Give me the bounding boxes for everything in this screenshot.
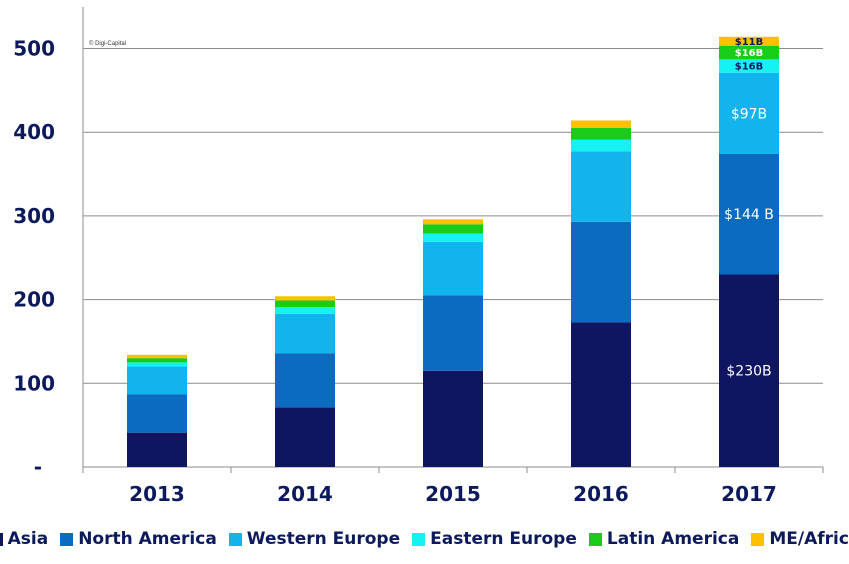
y-tick-label: - [34,455,42,479]
segment-data-label: $97B [731,106,767,122]
legend-item: Asia [0,529,48,549]
legend-swatch [751,532,765,546]
bar-segment [719,36,779,46]
bar-segment [127,432,187,467]
legend-swatch [0,532,3,546]
bar-segment [719,153,779,275]
bar-segment [719,45,779,60]
x-tick-label: 2014 [277,482,333,506]
bar-segment [275,307,335,314]
legend-swatch [588,532,602,546]
bar-segment [571,128,631,140]
bar-segment [275,353,335,408]
bar-segment [571,322,631,467]
legend-item: North America [60,529,217,549]
bar-segment [275,313,335,354]
bar-segment [127,394,187,433]
x-tick-label: 2013 [129,482,185,506]
legend-item: Latin America [588,529,740,549]
legend: Asia North America Western Europe Eastern E… [0,526,849,552]
legend-label: Western Europe [246,529,401,549]
bar-segment [571,120,631,129]
credit-text: © Digi-Capital [89,40,126,47]
legend-swatch [60,532,74,546]
segment-data-label: $11B [735,37,764,48]
bar-segment [127,366,187,395]
bar-segment [423,219,483,225]
bar-segment [423,241,483,296]
y-tick-label: 300 [13,204,55,228]
y-tick-label: 500 [13,37,55,61]
legend-swatch [412,532,426,546]
bar-segment [275,296,335,301]
grid-lines [83,48,823,384]
segment-data-label: $16B [735,62,764,73]
x-tick-label: 2016 [573,482,629,506]
legend-item: Western Europe [228,529,401,549]
x-axis-ticks: 2013 2014 2015 2016 2017 [129,482,777,506]
legend-label: Eastern Europe [430,529,577,549]
bar-segment [719,59,779,73]
bar-segment [127,358,187,363]
y-tick-label: 400 [13,120,55,144]
legend-label: Latin America [606,529,740,549]
bar-segment [275,407,335,467]
bar-segment [127,354,187,359]
bar-segment [719,72,779,154]
bar-segment [571,221,631,323]
bar-segment [719,274,779,467]
bar-segment [423,295,483,371]
bars [127,36,779,467]
bar-segment [275,300,335,308]
y-tick-label: 200 [13,288,55,312]
bar-segment [423,233,483,242]
y-tick-label: 100 [13,371,55,395]
legend-label: Asia [7,529,49,549]
legend-item: ME/Africa [751,529,849,549]
bar-segment [571,139,631,152]
x-tick-label: 2015 [425,482,481,506]
segment-data-label: $144 B [724,207,774,223]
y-axis-ticks: - 100 200 300 400 500 [13,37,55,480]
x-tick-label: 2017 [721,482,777,506]
bar-segment [571,151,631,222]
legend-label: ME/Africa [769,529,849,549]
bar-segment [423,224,483,234]
bar-segment [423,370,483,467]
segment-data-label: $230B [726,364,771,380]
legend-label: North America [78,529,217,549]
bar-segment [127,362,187,367]
legend-swatch [228,532,242,546]
segment-data-label: $16B [735,48,764,59]
legend-item: Eastern Europe [412,529,577,549]
segment-labels: $230B$144 B$97B$16B$16B$11B [724,37,774,380]
